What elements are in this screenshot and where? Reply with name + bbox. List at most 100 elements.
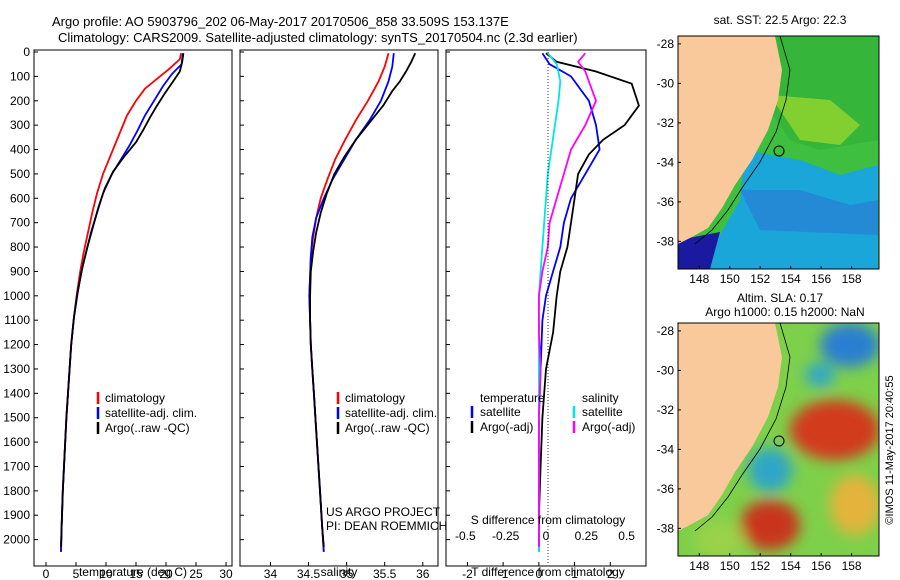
salinity-x-axis: 34 34.5 35 35.5 36 [264,562,430,580]
legend-argo: Argo(..raw -QC) [105,421,190,435]
depth-tick-label: 900 [10,264,30,278]
sst-map-axes: 148 150 152 154 156 158 -28 -30 -32 -34 -36 -38 [657,37,862,286]
map-y-tick-label: -38 [657,521,675,535]
sla-high-1 [790,400,879,460]
map-x-tick-label: 150 [720,559,740,573]
legend-s-satellite: satellite [582,405,623,419]
depth-tick-label: 1000 [3,289,30,303]
depth-tick-label: 700 [10,216,30,230]
sst-map [678,36,879,269]
sst-argo-marker [773,145,785,157]
x-tick-label: 0 [43,567,50,580]
salinity-panel-frame [239,49,439,567]
legend-title-temperature: temperature [480,391,545,405]
depth-tick-label: 1400 [3,386,30,400]
map-x-tick-label: 156 [811,559,831,573]
depth-tick-label: 200 [10,94,30,108]
map-x-tick-label: 152 [750,559,770,573]
series-line-salinity-satellite [538,52,562,552]
sla-low-2 [748,448,792,492]
depth-tick-label: 0 [23,45,30,59]
x2-tick-label: -0.5 [455,529,476,543]
x-tick-label: 35.5 [373,567,397,580]
legend-s-argo: Argo(-adj) [582,420,635,434]
depth-tick-label: 400 [10,143,30,157]
sla-high-3 [830,475,879,535]
sla-mid [695,520,745,556]
x-tick-label: 36 [416,567,430,580]
depth-tick-label: 1700 [3,459,30,473]
series-line-argo-raw-qc- [60,53,185,547]
depth-tick-label: 600 [10,191,30,205]
x2-tick-label: 0.25 [575,529,599,543]
x-tick-label: -1 [498,567,509,580]
x-tick-label: -2 [462,567,473,580]
map-y-tick-label: -36 [657,482,675,496]
sla-high-2 [740,500,800,550]
map-y-tick-label: -34 [657,155,675,169]
x-tick-label: 0 [536,567,543,580]
header-line-2: Climatology: CARS2009. Satellite-adjuste… [58,30,578,45]
map-x-tick-label: 150 [720,272,740,286]
map-x-tick-label: 148 [689,559,709,573]
legend-title-salinity: salinity [582,391,619,405]
x-tick-label: 34 [264,567,278,580]
map-x-tick-label: 148 [689,272,709,286]
map-y-tick-label: -28 [657,37,675,51]
x2-tick-label: -0.25 [492,529,520,543]
depth-tick-label: 100 [10,69,30,83]
x-tick-label: 15 [129,567,143,580]
map-y-tick-label: -32 [657,403,675,417]
sla-map [678,323,879,556]
salinity-xlabel: salinity [321,565,358,579]
temperature-panel-frame [33,49,233,567]
t-difference-xlabel: T difference from climatology [471,565,625,579]
depth-tick-label: 300 [10,118,30,132]
x-tick-label: 1 [571,567,578,580]
sst-land [678,36,782,244]
difference-legend: temperature salinity satellite Argo(-adj… [470,391,635,434]
map-y-tick-label: -30 [657,363,675,377]
sla-map-title: Altim. SLA: 0.17 [737,291,823,305]
salinity-legend: climatology satellite-adj. clim. Argo(..… [326,391,447,533]
depth-tick-label: 1200 [3,338,30,352]
legend-satellite-adj: satellite-adj. clim. [345,406,437,420]
series-line-salinity-argo-adj- [538,52,597,547]
sst-map-title: sat. SST: 22.5 Argo: 22.3 [714,13,847,27]
sla-map-subtitle: Argo h1000: 0.15 h2000: NaN [705,305,864,319]
legend-t-argo: Argo(-adj) [480,420,533,434]
map-x-tick-label: 156 [811,272,831,286]
x2-tick-label: 0.5 [618,529,635,543]
sst-cool-core [740,190,878,235]
depth-tick-label: 1900 [3,508,30,522]
depth-tick-label: 2000 [3,533,30,547]
map-y-tick-label: -34 [657,442,675,456]
x-tick-label: 2 [607,567,614,580]
sla-argo-marker [773,435,785,447]
salinity-profiles [308,52,417,552]
t-difference-x-axis: -2 -1 0 1 2 [462,562,614,580]
sla-low-1 [820,323,879,367]
map-x-tick-label: 158 [842,559,862,573]
x-tick-label: 30 [219,567,233,580]
map-x-tick-label: 158 [842,272,862,286]
map-x-tick-label: 154 [781,272,801,286]
sst-cold-corner [678,232,720,269]
x-tick-label: 35 [340,567,354,580]
sst-map-frame [677,35,880,270]
temperature-xlabel: temperature (deg C) [79,565,187,579]
s-difference-xlabel: S difference from climatology [471,513,626,527]
legend-satellite-adj: satellite-adj. clim. [105,406,197,420]
difference-panel-frame [445,49,647,567]
x-tick-label: 25 [189,567,203,580]
map-y-tick-label: -28 [657,324,675,338]
sla-map-axes: 148 150 152 154 156 158 -28 -30 -32 -34 -36 -38 [657,324,862,573]
series-line-argo-raw-qc- [309,52,417,547]
legend-climatology: climatology [105,391,165,405]
x-tick-label: 10 [99,567,113,580]
sst-warm-patch [770,95,860,145]
temperature-x-axis: 0 5 10 15 20 25 30 [43,562,233,580]
depth-tick-label: 1800 [3,484,30,498]
legend-climatology: climatology [345,391,405,405]
